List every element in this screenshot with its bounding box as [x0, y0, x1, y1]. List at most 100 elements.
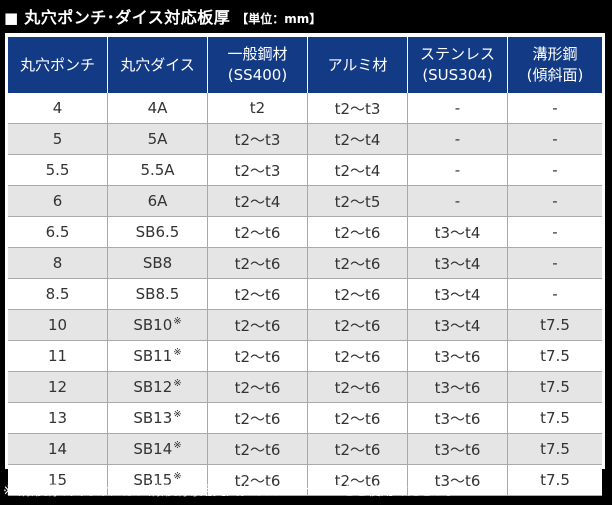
cell-steel: t2〜t3	[208, 124, 308, 155]
cell-punch: 14	[8, 434, 108, 465]
cell-channel: -	[508, 124, 602, 155]
cell-value: 4A	[147, 99, 168, 117]
cell-value: t2〜t6	[234, 223, 281, 242]
col-header-channel: 溝形鋼 (傾斜面)	[508, 37, 602, 93]
cell-value: 11	[47, 347, 68, 365]
cell-punch: 5.5	[8, 155, 108, 186]
col-header-line1: 丸穴ダイス	[120, 55, 195, 74]
cell-stainless: t3〜t6	[408, 341, 508, 372]
cell-value: 14	[47, 440, 68, 458]
cell-value: -	[454, 99, 461, 117]
cell-channel: t7.5	[508, 372, 602, 403]
cell-value: 13	[47, 409, 68, 427]
cell-value: 5.5A	[140, 161, 175, 179]
col-header-line2: (傾斜面)	[526, 66, 584, 84]
cell-value: 4	[52, 99, 63, 117]
col-header-line2: (SS400)	[227, 66, 288, 84]
cell-value: t2〜t6	[234, 285, 281, 304]
footnote-mark: ※	[173, 440, 182, 451]
cell-value: SB11	[133, 347, 173, 365]
cell-steel: t2〜t6	[208, 465, 308, 496]
cell-value: SB15	[133, 471, 173, 489]
cell-stainless: t3〜t4	[408, 279, 508, 310]
cell-channel: -	[508, 93, 602, 124]
cell-steel: t2〜t6	[208, 341, 308, 372]
cell-aluminum: t2〜t6	[308, 403, 408, 434]
cell-steel: t2〜t6	[208, 372, 308, 403]
cell-channel: t7.5	[508, 403, 602, 434]
cell-punch: 10	[8, 310, 108, 341]
cell-value: SB8.5	[135, 285, 180, 303]
cell-stainless: -	[408, 124, 508, 155]
table-row: 6 6A t2〜t4 t2〜t5 - -	[8, 186, 602, 217]
cell-stainless: -	[408, 186, 508, 217]
cell-value: -	[552, 130, 558, 148]
footnote-mark: ※	[173, 378, 182, 389]
table-row: 5.5 5.5A t2〜t3 t2〜t4 - -	[8, 155, 602, 186]
cell-value: t2〜t6	[234, 440, 281, 459]
cell-value: t2〜t4	[334, 130, 381, 149]
cell-punch: 12	[8, 372, 108, 403]
col-header-punch: 丸穴ポンチ	[8, 37, 108, 93]
cell-value: t2〜t6	[334, 347, 381, 366]
cell-value: 5	[52, 130, 63, 148]
cell-stainless: t3〜t4	[408, 310, 508, 341]
cell-value: -	[552, 254, 558, 272]
col-header-stainless: ステンレス (SUS304)	[408, 37, 508, 93]
cell-value: t2〜t3	[334, 99, 381, 118]
thickness-table: 丸穴ポンチ 丸穴ダイス 一般鋼材 (SS400) アルミ材 ステンレス (SUS…	[8, 37, 602, 496]
cell-value: t2〜t6	[334, 316, 381, 335]
cell-die: 5.5A	[108, 155, 208, 186]
cell-punch: 6.5	[8, 217, 108, 248]
cell-value: t2〜t4	[334, 161, 381, 180]
cell-value: SB6.5	[135, 223, 180, 241]
cell-channel: -	[508, 248, 602, 279]
page-title: ■ 丸穴ポンチ･ダイス対応板厚 【単位：mm】	[4, 4, 321, 30]
cell-stainless: -	[408, 155, 508, 186]
cell-value: 8	[52, 254, 63, 272]
col-header-line1: 丸穴ポンチ	[19, 55, 95, 74]
table-row: 4 4A t2 t2〜t3 - -	[8, 93, 602, 124]
cell-value: t3〜t4	[434, 285, 481, 304]
cell-punch: 15	[8, 465, 108, 496]
table-row: 11 SB11※ t2〜t6 t2〜t6 t3〜t6 t7.5	[8, 341, 602, 372]
cell-stainless: t3〜t6	[408, 403, 508, 434]
footnote-mark: ※	[173, 347, 182, 358]
cell-aluminum: t2〜t6	[308, 465, 408, 496]
cell-value: SB12	[133, 378, 173, 396]
cell-steel: t2〜t6	[208, 403, 308, 434]
footnote-mark: ※	[173, 316, 182, 327]
cell-die: SB8.5	[108, 279, 208, 310]
cell-die: SB11※	[108, 341, 208, 372]
cell-punch: 11	[8, 341, 108, 372]
unit-label: 【単位：mm】	[236, 12, 322, 26]
table-row: 5 5A t2〜t3 t2〜t4 - -	[8, 124, 602, 155]
cell-value: t3〜t4	[434, 254, 481, 273]
cell-stainless: t3〜t4	[408, 248, 508, 279]
cell-aluminum: t2〜t6	[308, 248, 408, 279]
cell-stainless: t3〜t4	[408, 217, 508, 248]
cell-value: 5.5	[45, 161, 70, 179]
cell-aluminum: t2〜t4	[308, 155, 408, 186]
table-row: 14 SB14※ t2〜t6 t2〜t6 t3〜t6 t7.5	[8, 434, 602, 465]
cell-punch: 6	[8, 186, 108, 217]
cell-value: t2〜t6	[334, 471, 381, 490]
cell-value: 6A	[147, 192, 168, 210]
cell-channel: -	[508, 155, 602, 186]
col-header-line1: ステンレス	[419, 45, 495, 63]
cell-channel: -	[508, 186, 602, 217]
cell-die: SB15※	[108, 465, 208, 496]
cell-value: SB10	[133, 316, 173, 334]
cell-channel: -	[508, 279, 602, 310]
cell-value: t7.5	[540, 347, 570, 365]
cell-value: 6.5	[45, 223, 70, 241]
footnote-mark: ※	[173, 409, 182, 420]
cell-value: t2〜t6	[234, 409, 281, 428]
cell-stainless: -	[408, 93, 508, 124]
cell-steel: t2〜t3	[208, 155, 308, 186]
cell-value: -	[552, 285, 558, 303]
cell-die: 5A	[108, 124, 208, 155]
col-header-steel: 一般鋼材 (SS400)	[208, 37, 308, 93]
cell-channel: t7.5	[508, 434, 602, 465]
cell-aluminum: t2〜t4	[308, 124, 408, 155]
